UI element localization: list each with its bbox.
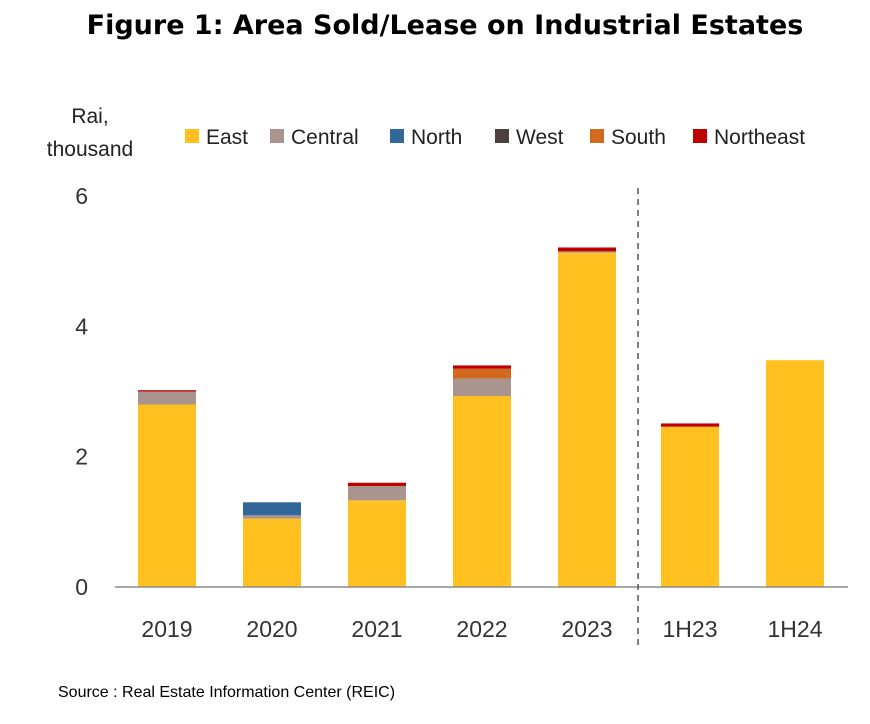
legend-swatch-northeast bbox=[693, 129, 707, 143]
y-tick-label: 6 bbox=[75, 183, 88, 209]
bar-2020-east bbox=[243, 518, 301, 587]
legend-label-central: Central bbox=[291, 126, 359, 149]
legend-label-south: South bbox=[611, 126, 666, 149]
x-tick-label: 2020 bbox=[246, 616, 297, 642]
x-axis: 2019 2020 2021 2022 2023 1H23 1H24 bbox=[141, 616, 822, 642]
y-tick-label: 2 bbox=[75, 444, 88, 470]
x-tick-label: 1H24 bbox=[768, 616, 823, 642]
bar-2019-east bbox=[138, 404, 196, 587]
x-tick-label: 2022 bbox=[456, 616, 507, 642]
bar-1h24-east bbox=[766, 360, 824, 587]
bars bbox=[138, 247, 824, 587]
legend-label-west: West bbox=[516, 126, 564, 149]
bar-2020-central bbox=[243, 515, 301, 519]
bar-2020-north bbox=[243, 502, 301, 516]
x-tick-label: 2023 bbox=[561, 616, 612, 642]
source-note: Source : Real Estate Information Center … bbox=[58, 684, 395, 701]
x-tick-label: 2021 bbox=[351, 616, 402, 642]
bar-2022-south bbox=[453, 368, 511, 379]
bar-2021-east bbox=[348, 500, 406, 587]
legend-swatch-central bbox=[270, 129, 284, 143]
bar-2023-central bbox=[558, 251, 616, 253]
legend-swatch-south bbox=[590, 129, 604, 143]
bar-1h23-east bbox=[661, 426, 719, 587]
bar-2022-east bbox=[453, 396, 511, 587]
legend-swatch-east bbox=[185, 129, 199, 143]
y-tick-label: 4 bbox=[75, 313, 88, 339]
legend: East Central North West South Northeast bbox=[185, 126, 805, 149]
y-axis-unit-line-2: thousand bbox=[47, 138, 133, 161]
chart-title: Figure 1: Area Sold/Lease on Industrial … bbox=[87, 10, 804, 41]
x-tick-label: 1H23 bbox=[663, 616, 718, 642]
legend-label-east: East bbox=[206, 126, 248, 149]
bar-2021-central bbox=[348, 485, 406, 501]
legend-swatch-west bbox=[495, 129, 509, 143]
bar-2019-central bbox=[138, 391, 196, 405]
y-axis-unit-line-1: Rai, bbox=[71, 105, 108, 128]
bar-2022-northeast bbox=[453, 365, 511, 369]
bar-2019-northeast bbox=[138, 390, 196, 392]
bar-1h23-northeast bbox=[661, 423, 719, 427]
bar-2023-northeast bbox=[558, 247, 616, 252]
legend-label-northeast: Northeast bbox=[714, 126, 805, 149]
bar-2022-central bbox=[453, 378, 511, 397]
y-tick-label: 0 bbox=[75, 574, 88, 600]
legend-label-north: North bbox=[411, 126, 462, 149]
bar-2021-northeast bbox=[348, 482, 406, 486]
legend-swatch-north bbox=[390, 129, 404, 143]
bar-2023-east bbox=[558, 252, 616, 587]
y-axis: 0 2 4 6 bbox=[75, 183, 88, 600]
x-tick-label: 2019 bbox=[141, 616, 192, 642]
